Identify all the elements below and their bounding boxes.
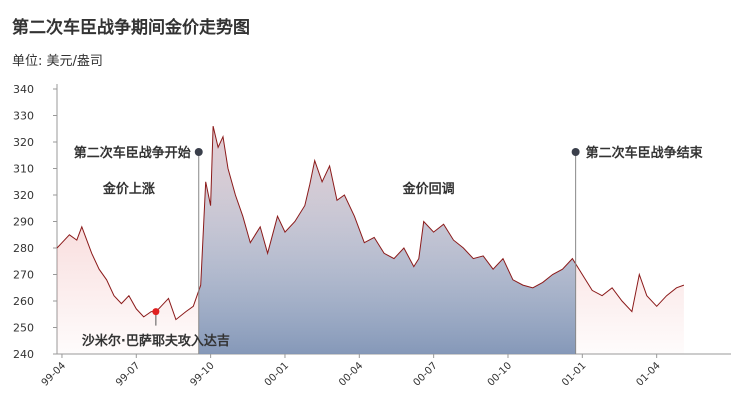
- y-tick-label: 260: [13, 295, 34, 308]
- y-tick-label: 330: [13, 110, 34, 123]
- y-tick-label: 250: [13, 322, 34, 335]
- y-tick-label: 320: [13, 189, 34, 202]
- event-dot: [571, 148, 580, 156]
- x-tick-label: 99-10: [188, 360, 216, 388]
- phase-label: 金价回调: [402, 181, 455, 197]
- highlight-label: 沙米尔·巴萨耶夫攻入达吉: [82, 333, 230, 349]
- event-dot: [194, 148, 203, 156]
- y-tick-label: 270: [13, 269, 34, 282]
- chart-title: 第二次车臣战争期间金价走势图: [12, 17, 250, 38]
- y-tick-label: 320: [13, 136, 34, 149]
- y-tick-label: 290: [13, 216, 34, 229]
- war-area: [198, 126, 576, 354]
- x-tick-label: 01-04: [634, 360, 662, 388]
- x-tick-label: 00-07: [411, 360, 439, 388]
- line: [56, 125, 685, 321]
- x-tick-label: 99-04: [40, 360, 68, 388]
- x-tick-label: 01-01: [560, 360, 588, 388]
- highlight-dot: [152, 308, 160, 316]
- x-tick-label: 00-01: [263, 360, 291, 388]
- y-tick-label: 340: [13, 83, 34, 96]
- event-label: 第二次车臣战争结束: [586, 145, 704, 161]
- event-label: 第二次车臣战争开始: [74, 145, 191, 161]
- y-tick-label: 280: [13, 242, 34, 255]
- y-tick-label: 240: [13, 348, 34, 361]
- chart-subtitle: 单位: 美元/盎司: [12, 54, 103, 69]
- x-tick-label: 00-04: [337, 360, 365, 388]
- phase-label: 金价上涨: [102, 181, 155, 197]
- x-tick-label: 99-07: [114, 360, 142, 388]
- y-tick-label: 310: [13, 163, 34, 176]
- x-tick-label: 00-10: [486, 360, 514, 388]
